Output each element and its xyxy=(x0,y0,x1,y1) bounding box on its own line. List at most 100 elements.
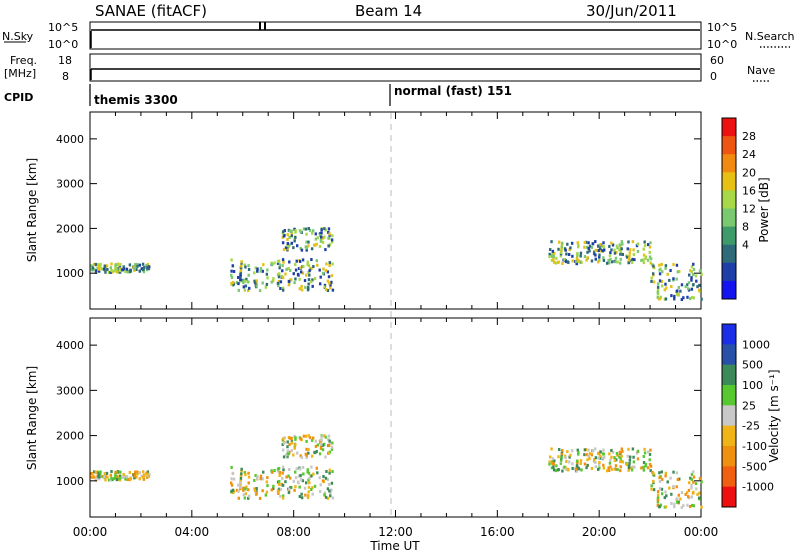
scatter-cell xyxy=(643,451,647,455)
scatter-cell xyxy=(579,459,583,463)
scatter-cell xyxy=(583,448,587,452)
scatter-cell xyxy=(242,488,245,492)
scatter-cell xyxy=(605,261,609,265)
scatter-cell xyxy=(240,264,243,268)
scatter-cell xyxy=(146,470,150,474)
scatter-cell xyxy=(147,474,151,478)
scatter-cell xyxy=(607,468,611,472)
scatter-cell xyxy=(656,500,660,504)
scatter-cell xyxy=(261,477,264,481)
scatter-cell xyxy=(560,452,564,456)
scatter-cell xyxy=(97,264,100,268)
scatter-cell xyxy=(321,240,325,244)
scatter-cell xyxy=(324,495,328,499)
scatter-cell xyxy=(659,503,663,507)
scatter-cell xyxy=(279,488,283,492)
scatter-cell xyxy=(114,265,117,269)
scatter-cell xyxy=(590,453,594,457)
scatter-cell xyxy=(242,285,246,289)
scatter-cell xyxy=(672,470,675,474)
scatter-cell xyxy=(286,242,289,246)
scatter-cell xyxy=(557,240,561,244)
scatter-cell xyxy=(128,263,132,267)
scatter-cell xyxy=(308,476,311,480)
scatter-cell xyxy=(588,249,591,253)
scatter-cell xyxy=(646,466,650,470)
nave-label: Nave xyxy=(747,64,775,77)
scatter-cell xyxy=(649,261,652,265)
scatter-cell xyxy=(115,475,119,479)
scatter-cell xyxy=(244,487,247,491)
scatter-cell xyxy=(564,248,567,252)
scatter-cell xyxy=(658,471,661,475)
scatter-cell xyxy=(561,261,564,265)
scatter-cell xyxy=(690,278,693,282)
scatter-cell xyxy=(597,456,600,460)
scatter-cell xyxy=(128,269,131,273)
scatter-cell xyxy=(568,455,571,459)
scatter-cell xyxy=(248,286,251,290)
scatter-cell xyxy=(294,476,298,480)
scatter-cell xyxy=(140,267,143,271)
scatter-cell xyxy=(124,270,127,274)
scatter-cell xyxy=(682,504,685,508)
scatter-cell xyxy=(687,481,691,485)
scatter-cell xyxy=(567,460,571,464)
scatter-cell xyxy=(106,475,109,479)
date-title: 30/Jun/2011 xyxy=(586,2,677,20)
colorbar-swatch xyxy=(722,446,736,467)
scatter-cell xyxy=(660,492,664,496)
scatter-cell xyxy=(270,261,273,265)
scatter-cell xyxy=(104,270,107,274)
scatter-cell xyxy=(305,455,308,459)
scatter-cell xyxy=(305,453,308,457)
scatter-cell xyxy=(569,246,572,250)
scatter-cell xyxy=(661,477,664,481)
nsearch-tick-top: 10^5 xyxy=(707,21,737,34)
scatter-cell xyxy=(603,455,606,459)
scatter-cell xyxy=(230,273,233,277)
scatter-cell xyxy=(587,241,590,245)
scatter-cell xyxy=(553,251,556,255)
scatter-cell xyxy=(311,492,314,496)
scatter-cell xyxy=(575,262,579,266)
scatter-cell xyxy=(142,270,146,274)
scatter-cell xyxy=(255,489,258,493)
scatter-cell xyxy=(627,464,631,468)
scatter-cell xyxy=(147,265,151,269)
scatter-cell xyxy=(316,236,320,240)
scatter-cell xyxy=(288,235,291,239)
scatter-cell xyxy=(599,450,602,454)
scatter-cell xyxy=(652,488,656,492)
scatter-cell xyxy=(673,297,676,301)
scatter-cell xyxy=(253,487,256,491)
scatter-cell xyxy=(672,263,675,267)
scatter-cell xyxy=(570,241,574,245)
y-tick-label: 3000 xyxy=(56,178,84,191)
scatter-cell xyxy=(114,472,117,476)
scatter-cell xyxy=(299,230,302,234)
scatter-cell xyxy=(320,438,323,442)
scatter-cell xyxy=(557,455,560,459)
scatter-cell xyxy=(564,467,568,471)
colorbar-swatch xyxy=(722,364,736,386)
scatter-cell xyxy=(308,269,311,273)
scatter-cell xyxy=(314,232,317,236)
scatter-cell xyxy=(687,495,690,499)
scatter-cell xyxy=(322,475,325,479)
scatter-cell xyxy=(635,244,639,248)
scatter-cell xyxy=(314,243,317,247)
colorbar-tick-label: -25 xyxy=(742,420,760,433)
scatter-cell xyxy=(656,285,660,289)
scatter-cell xyxy=(579,461,582,465)
scatter-cell xyxy=(598,460,601,464)
scatter-cell xyxy=(698,491,701,495)
scatter-cell xyxy=(276,489,280,493)
scatter-cell xyxy=(694,274,698,278)
scatter-cell xyxy=(661,270,664,274)
scatter-cell xyxy=(276,467,280,471)
scatter-cell xyxy=(279,280,283,284)
scatter-cell xyxy=(262,263,265,267)
scatter-cell xyxy=(692,475,696,479)
nsky-tick-bottom: 10^0 xyxy=(48,38,78,51)
